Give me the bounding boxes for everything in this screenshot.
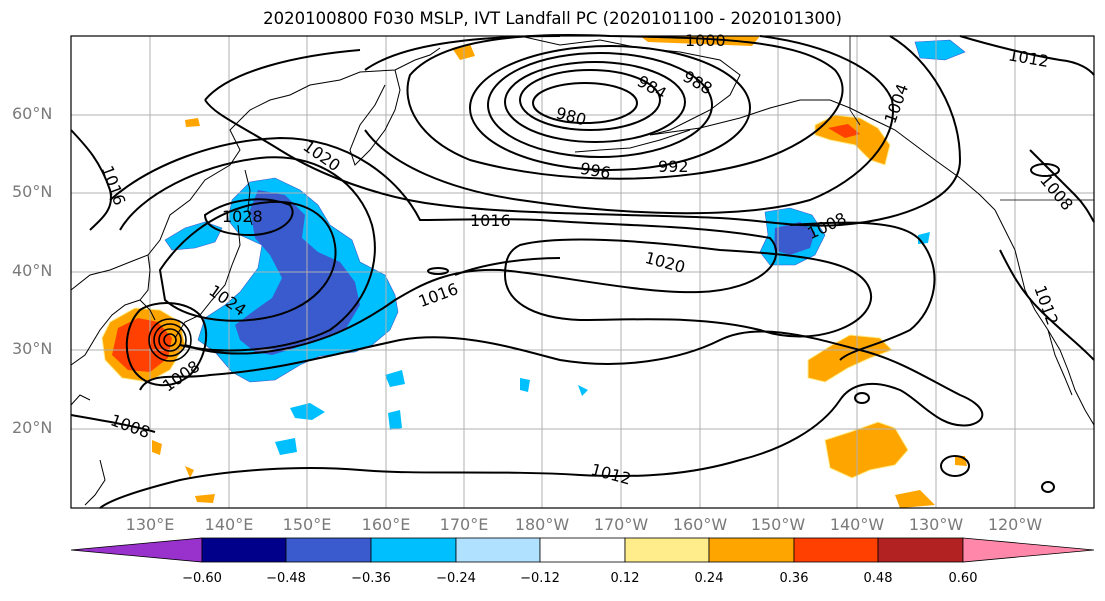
isobar-1016-east — [454, 221, 936, 361]
coast-kamchatka — [349, 69, 401, 166]
coast-namerica — [994, 209, 1095, 426]
coast-asia-south — [70, 299, 156, 366]
mslp-contours — [70, 34, 1095, 509]
isobar-1012-coast — [999, 249, 1095, 361]
colorbar-tick-label: −0.36 — [351, 571, 391, 586]
ivt-neg-aleutian-core — [774, 222, 815, 255]
lon-label: 150°W — [750, 515, 806, 534]
lon-label: 130°E — [125, 515, 175, 534]
colorbar-segment — [370, 537, 457, 563]
small-contour-4 — [427, 267, 449, 275]
colorbar-segment — [539, 537, 626, 563]
coast-aleutians — [574, 129, 691, 153]
small-contour-5 — [1030, 163, 1060, 177]
typhoon-ring-1 — [163, 333, 177, 347]
ivt-neg-small5 — [520, 378, 530, 392]
ivt-neg-small4 — [388, 410, 402, 430]
lat-label: 50°N — [12, 182, 53, 201]
lon-label: 140°W — [829, 515, 885, 534]
contour-label: 992 — [658, 157, 689, 176]
colorbar-tick-label: −0.60 — [182, 571, 222, 586]
isobar-980 — [532, 82, 638, 124]
coast-asia — [70, 47, 441, 291]
isobar-1020 — [119, 156, 376, 352]
ivt-pos-gulf-core — [828, 124, 860, 138]
coast-taiwan-ph — [70, 394, 106, 506]
colorbar-segment — [455, 537, 541, 563]
colorbar — [70, 537, 1095, 563]
lon-label: 160°E — [361, 515, 411, 534]
ivt-pos-hawaii — [807, 334, 893, 383]
ivt-neg-small3 — [385, 370, 405, 387]
isobar-western-1016 — [70, 129, 112, 231]
ivt-neg-small2 — [275, 438, 297, 455]
colorbar-segment — [201, 537, 287, 563]
colorbar-tick-label: −0.24 — [436, 571, 476, 586]
lat-label: 60°N — [12, 104, 53, 123]
colorbar-segment — [708, 537, 795, 563]
isobar-1024 — [158, 200, 337, 322]
colorbar-segment — [793, 537, 879, 563]
typhoon-ring-3 — [153, 323, 187, 357]
colorbar-segment — [624, 537, 710, 563]
typhoon-ring-2 — [158, 328, 182, 352]
small-contour-1 — [854, 392, 870, 404]
isobar-1016-inner — [109, 136, 777, 355]
lon-label: 170°E — [439, 515, 489, 534]
isobar-1000 — [406, 34, 844, 180]
colorbar-segment — [877, 537, 964, 563]
isobar-1028 — [203, 198, 294, 237]
ivt-pos-small2 — [185, 118, 200, 127]
lon-label: 180°W — [514, 515, 570, 534]
colorbar-tick-label: 0.48 — [863, 571, 893, 586]
isobar-1012-south — [99, 330, 984, 509]
isobar-996 — [469, 45, 751, 171]
lat-label: 30°N — [12, 339, 53, 358]
colorbar-extend-max — [962, 537, 1095, 563]
typhoon-ring-4 — [148, 318, 192, 362]
coast-korea — [139, 254, 151, 301]
coast-baja — [1047, 329, 1073, 396]
isobar-984 — [519, 69, 661, 131]
ivt-pos-small3 — [195, 494, 215, 503]
contour-label: 1028 — [222, 207, 263, 226]
lon-label: 160°W — [672, 515, 728, 534]
colorbar-extend-min — [70, 537, 203, 563]
small-contour-3 — [1041, 481, 1055, 493]
colorbar-tick-label: −0.48 — [266, 571, 306, 586]
ivt-pos-south — [824, 421, 909, 479]
isobar-1008-typhoon — [125, 302, 208, 387]
ivt-pos-south2 — [895, 490, 935, 508]
isobar-988 — [504, 61, 686, 143]
coast-japan — [174, 224, 241, 339]
isobar-1012-ne — [959, 35, 1095, 76]
map-title: 2020100800 F030 MSLP, IVT Landfall PC (2… — [263, 9, 842, 28]
lon-label: 170°W — [593, 515, 649, 534]
colorbar-segment — [285, 537, 372, 563]
ivt-neg-small6 — [578, 385, 588, 396]
lon-label: 150°E — [282, 515, 332, 534]
ivt-pos-small4 — [152, 440, 162, 455]
lat-label: 40°N — [12, 261, 53, 280]
colorbar-tick-label: 0.12 — [610, 571, 640, 586]
colorbar-tick-label: −0.12 — [520, 571, 560, 586]
isobar-992 — [487, 52, 713, 158]
colorbar-tick-label: 0.60 — [948, 571, 978, 586]
ivt-neg-bering — [914, 39, 966, 61]
lon-label: 120°W — [987, 515, 1043, 534]
graticule — [71, 36, 1094, 508]
isobar-1008-sw — [70, 414, 156, 433]
colorbar-tick-label: 0.24 — [694, 571, 724, 586]
ivt-pos-small5 — [185, 466, 194, 478]
lon-label: 140°E — [204, 515, 254, 534]
contour-label: 1016 — [470, 211, 511, 230]
lon-label: 130°W — [908, 515, 964, 534]
small-contour-2 — [940, 455, 970, 477]
colorbar-tick-label: 0.36 — [779, 571, 809, 586]
contour-label: 1000 — [685, 31, 726, 50]
lat-label: 20°N — [12, 418, 53, 437]
